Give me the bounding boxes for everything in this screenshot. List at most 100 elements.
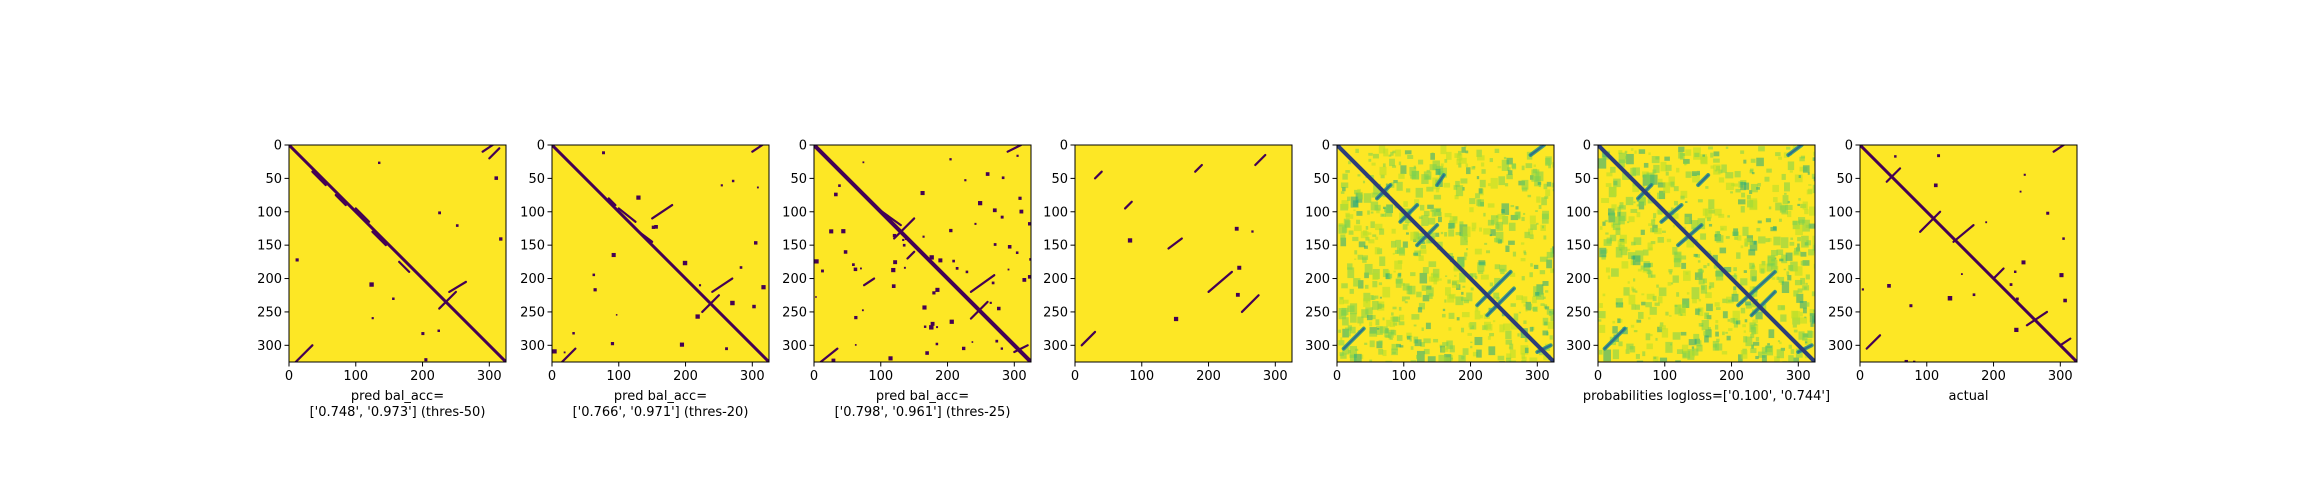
texture-cell [1355, 148, 1359, 153]
texture-cell [1515, 211, 1521, 219]
x-tick-label: 300 [1525, 369, 1550, 384]
texture-cell [1372, 280, 1378, 288]
texture-cell [1488, 347, 1493, 351]
texture-cell [1811, 173, 1815, 179]
texture-cell [1394, 205, 1398, 209]
texture-cell [1732, 291, 1737, 296]
texture-cell [1459, 272, 1466, 283]
contact-cell [651, 225, 656, 229]
texture-cell [1356, 211, 1363, 216]
texture-cell [1482, 325, 1488, 331]
texture-cell [1787, 275, 1792, 281]
texture-cell [1678, 146, 1685, 152]
texture-cell [1725, 331, 1728, 334]
contact-segment-core [1797, 344, 1813, 353]
texture-cell [1382, 317, 1385, 321]
texture-cell [1521, 165, 1525, 171]
axes-frame [551, 144, 770, 363]
texture-cell [1437, 211, 1442, 217]
texture-cell [1463, 299, 1470, 304]
texture-cell [1643, 162, 1649, 168]
texture-cell [1759, 263, 1766, 273]
texture-cell [1354, 250, 1358, 255]
texture-cell [1743, 159, 1747, 164]
texture-cell [1691, 287, 1700, 300]
texture-cell [1364, 263, 1373, 275]
texture-cell [1649, 306, 1657, 315]
texture-cell [1626, 153, 1634, 165]
texture-cell [1460, 178, 1468, 184]
texture-cell [1652, 356, 1659, 362]
texture-cell [1404, 301, 1408, 304]
contact-segment-core [1529, 145, 1545, 156]
x-axis-label: actual [1948, 389, 1988, 404]
texture-cell [1718, 177, 1725, 183]
texture-cell [1372, 153, 1379, 159]
y-tick-label: 100 [1305, 205, 1330, 220]
texture-cell [1357, 194, 1363, 200]
texture-cell [1787, 211, 1792, 218]
texture-cell [1700, 284, 1708, 294]
texture-cell [1391, 329, 1397, 336]
texture-cell [1466, 248, 1469, 251]
texture-cell [1750, 158, 1756, 163]
contact-cell [1960, 273, 1963, 276]
texture-cell [1520, 345, 1529, 355]
texture-cell [1338, 329, 1342, 333]
texture-cell [1533, 286, 1542, 297]
texture-cell [1607, 275, 1611, 280]
texture-cell [1601, 157, 1606, 161]
x-tick-label: 0 [548, 369, 556, 384]
texture-cell [1342, 173, 1348, 180]
contact-cell [499, 237, 503, 241]
texture-cell [1358, 241, 1366, 248]
texture-cell [1538, 204, 1542, 209]
texture-cell [1627, 252, 1636, 260]
contact-cell [1173, 316, 1179, 322]
contact-cell [989, 301, 992, 304]
texture-cell [1388, 273, 1393, 279]
texture-cell [1646, 293, 1655, 300]
texture-cell [1743, 336, 1748, 343]
texture-cell [1708, 146, 1713, 150]
y-tick-label: 0 [1060, 139, 1068, 154]
texture-cell [1632, 183, 1639, 193]
texture-cell [1350, 326, 1356, 334]
texture-cell [1428, 261, 1437, 268]
texture-cell [1394, 249, 1399, 254]
contact-segment [651, 203, 674, 220]
texture-cell [1391, 343, 1398, 351]
texture-cell [1658, 178, 1663, 184]
texture-cell [1650, 241, 1656, 245]
texture-cell [1340, 353, 1347, 359]
texture-cell [1692, 348, 1699, 356]
contact-cell [1027, 222, 1031, 226]
texture-cell [1642, 351, 1646, 357]
texture-cell [1771, 249, 1778, 257]
texture-cell [1433, 338, 1439, 343]
texture-cell [1750, 348, 1757, 354]
texture-cell [1370, 211, 1374, 214]
y-tick-label: 300 [1566, 339, 1591, 354]
texture-cell [1733, 273, 1737, 278]
contact-cell [602, 151, 605, 155]
y-tick-label: 200 [1043, 272, 1068, 287]
texture-cell [1740, 245, 1744, 249]
texture-cell [1407, 155, 1414, 159]
y-tick-label: 200 [1828, 272, 1853, 287]
texture-cell [1773, 236, 1781, 246]
texture-cell [1764, 176, 1770, 182]
texture-cell [1513, 313, 1519, 321]
texture-cell [1755, 336, 1760, 342]
y-tick-label: 200 [1305, 272, 1330, 287]
texture-cell [1740, 349, 1748, 359]
axes-frame [1597, 144, 1816, 363]
contact-segment [481, 145, 494, 153]
texture-cell [1471, 227, 1476, 232]
texture-cell [1498, 176, 1505, 186]
texture-cell [1398, 248, 1406, 256]
texture-cell [1419, 204, 1425, 211]
texture-cell [1641, 293, 1645, 296]
texture-cell [1495, 223, 1500, 229]
texture-cell [1689, 351, 1695, 358]
